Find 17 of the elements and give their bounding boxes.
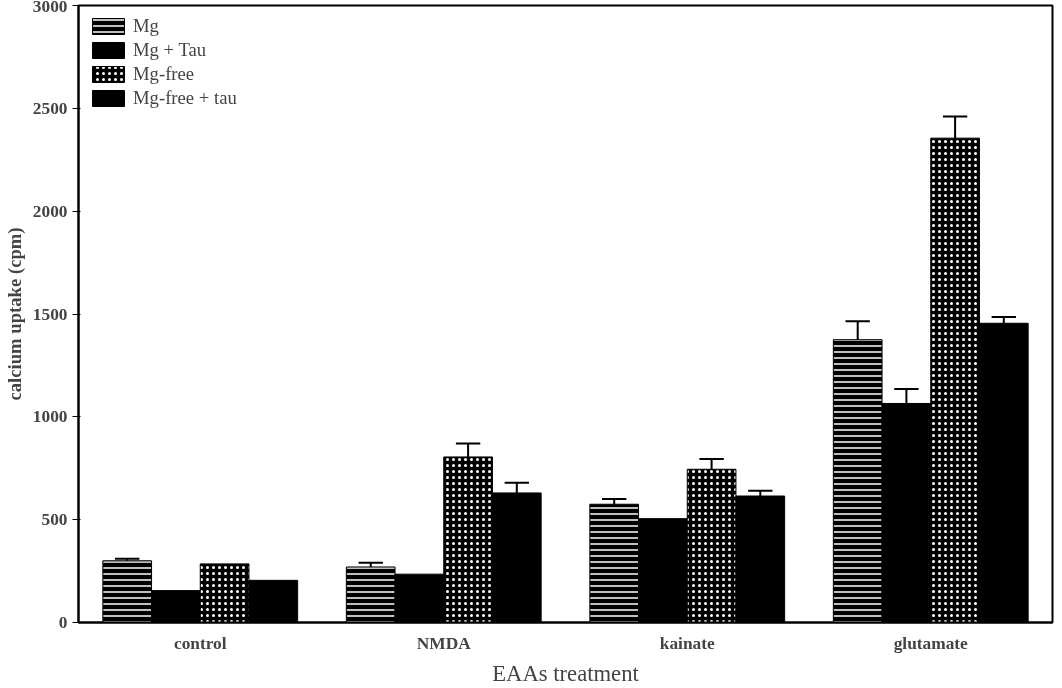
y-tick-label: 1000: [32, 407, 68, 427]
y-axis-title: calcium uptake (cpm): [3, 227, 26, 401]
y-tick-label: 1500: [32, 304, 68, 324]
y-tick-label: 3000: [32, 0, 68, 16]
y-tick-label: 0: [58, 613, 68, 632]
legend-label: Mg + Tau: [133, 39, 207, 61]
legend-label: Mg-free + tau: [133, 87, 237, 109]
x-tick-label: kainate: [659, 633, 715, 653]
x-axis-title: EAAs treatment: [492, 660, 640, 686]
x-tick-label: glutamate: [893, 633, 969, 653]
legend-label: Mg: [133, 15, 159, 37]
x-tick-label: control: [173, 633, 227, 653]
legend-label: Mg-free: [133, 63, 195, 85]
y-tick-label: 2000: [32, 201, 68, 221]
y-tick-label: 500: [41, 510, 68, 530]
y-tick-label: 2500: [32, 98, 68, 118]
x-tick-label: NMDA: [416, 633, 472, 653]
